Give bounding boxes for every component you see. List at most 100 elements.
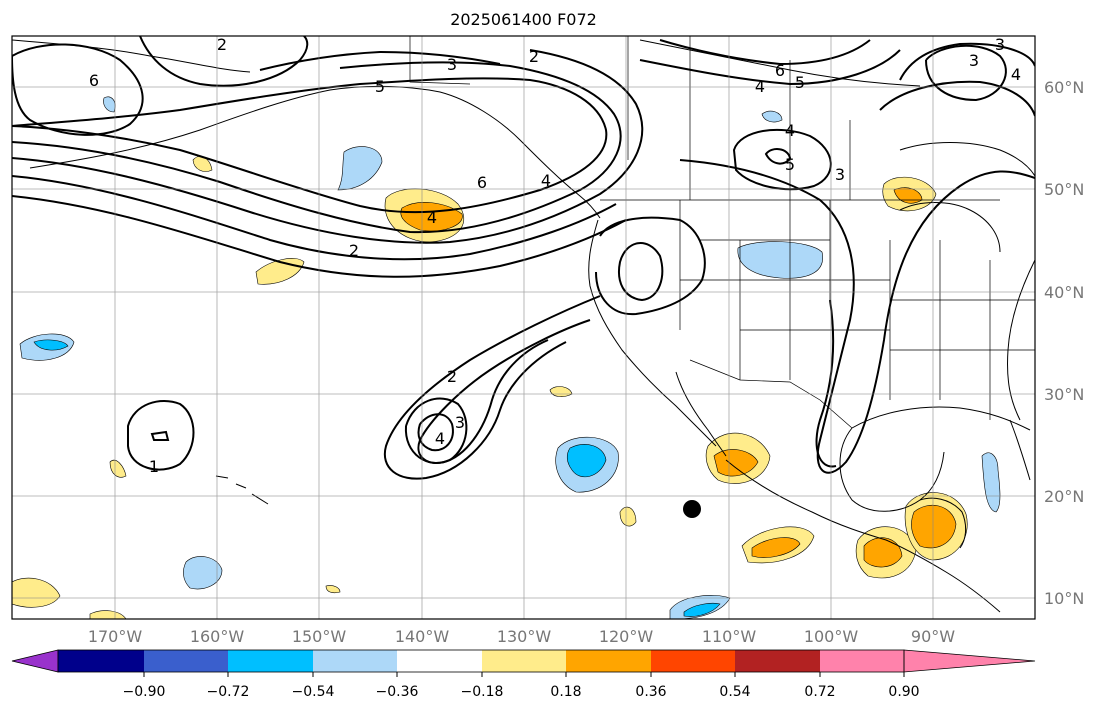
contour-ridge-3 [679, 159, 1035, 474]
contour-labels: 2 3 2 6 5 4 5 3 4 5 4 6 2 4 3 2 4 3 1 6 … [89, 35, 1021, 476]
contours [12, 36, 1035, 480]
border-states-2 [889, 240, 1035, 420]
lat-label: 40°N [1044, 283, 1084, 302]
contour-ne-closed-3 [925, 44, 1007, 102]
latitude-labels: 60°N 50°N 40°N 30°N 20°N 10°N [1044, 78, 1084, 608]
contour-cut-off-low-pac-2 [383, 295, 601, 480]
contour-ridge-west-us [618, 242, 664, 302]
contour-west-high [259, 50, 501, 71]
contour-label: 4 [427, 208, 437, 227]
contour-label: 4 [541, 171, 551, 190]
shaded-anomalies [12, 96, 1001, 619]
colorbar-segment [820, 650, 904, 672]
coast-mexico-pacific [725, 459, 1001, 613]
contour-jet-2 [12, 61, 622, 234]
colorbar-segment [735, 650, 820, 672]
colorbar-tick-label: −0.36 [376, 684, 419, 700]
shade-lightblue-west [103, 96, 116, 113]
contour-canada-north-2 [659, 39, 871, 66]
contour-label: 5 [795, 73, 805, 92]
colorbar: −0.90 −0.72 −0.54 −0.36 −0.18 0.18 0.36 … [11, 649, 1036, 700]
colorbar-segment [482, 650, 566, 672]
lat-label: 30°N [1044, 385, 1084, 404]
colorbar-segment [313, 650, 397, 672]
colorbar-segment [144, 650, 228, 672]
colorbar-tick-label: 0.18 [550, 684, 581, 700]
contour-label: 4 [755, 77, 765, 96]
coast-great-lakes [899, 202, 1001, 253]
contour-label: 4 [435, 429, 445, 448]
colorbar-frame [57, 649, 905, 673]
shade-yellow-tiny-3 [109, 459, 127, 478]
storm-marker-icon [683, 500, 701, 518]
shade-orange-yucatan [911, 504, 957, 549]
contour-label: 4 [785, 121, 795, 140]
contour-ne-2 [899, 42, 1035, 81]
grid-lines [12, 36, 1035, 619]
contour-cut-off-low-pac-1 [417, 319, 591, 464]
contour-label: 5 [375, 77, 385, 96]
contour-cut-off-low-pac-3 [417, 413, 454, 452]
contour-label: 2 [349, 241, 359, 260]
border-states-1 [679, 200, 890, 380]
colorbar-segment [566, 650, 651, 672]
contour-jet-5 [12, 195, 627, 278]
shade-yellow-sw-corner [12, 577, 61, 608]
lon-label: 140°W [395, 627, 450, 646]
shade-lightblue-plains [737, 241, 823, 279]
colorbar-tick-label: 0.54 [719, 684, 750, 700]
colorbar-tick-label: −0.72 [207, 684, 250, 700]
colorbar-right-arrow [903, 649, 1036, 673]
contour-ne-3 [879, 80, 1035, 117]
lat-label: 60°N [1044, 78, 1084, 97]
coast-yucatan [919, 497, 967, 549]
lat-label: 20°N [1044, 487, 1084, 506]
shade-blue-sub [566, 444, 607, 478]
coast-west-us [588, 219, 717, 447]
lon-label: 100°W [804, 627, 859, 646]
contour-low-4 [404, 397, 468, 464]
contour-label: 6 [89, 71, 99, 90]
lon-label: 170°W [88, 627, 143, 646]
contour-gulf-dip [815, 299, 837, 468]
shade-lightblue-north-pac [337, 146, 383, 191]
colorbar-tick-label: 0.90 [888, 684, 919, 700]
contour-label: 3 [455, 413, 465, 432]
longitude-labels: 170°W 160°W 150°W 140°W 130°W 120°W 110°… [88, 627, 955, 646]
coastlines [12, 39, 1035, 613]
colorbar-segment [58, 650, 144, 672]
contour-closed-1-inner [150, 430, 170, 441]
contour-label: 5 [785, 155, 795, 174]
contour-closed-west [12, 43, 144, 136]
contour-label: 3 [969, 51, 979, 70]
colorbar-segment [397, 650, 482, 672]
lon-label: 110°W [702, 627, 757, 646]
lon-label: 120°W [599, 627, 654, 646]
contour-arc-2-top [139, 36, 309, 87]
contour-closed-1 [127, 400, 195, 471]
contour-jet-4 [12, 175, 617, 261]
map-background [12, 36, 1035, 619]
colorbar-segment [228, 650, 313, 672]
contour-label: 6 [477, 173, 487, 192]
colorbar-left-arrow [11, 649, 59, 673]
shade-blue-w2 [33, 339, 69, 351]
colorbar-tick-label: 0.36 [635, 684, 666, 700]
map-frame [11, 35, 1036, 620]
coast-alaska [29, 85, 601, 219]
border-alaska [409, 36, 471, 85]
contour-jet-3 [12, 49, 644, 244]
contour-canada-north-1 [639, 49, 901, 86]
colorbar-segment [651, 650, 735, 672]
shade-lightblue-tiny-4 [761, 110, 783, 123]
lat-label: 50°N [1044, 180, 1084, 199]
contour-closed-4-canada [732, 128, 832, 191]
contour-label: 4 [1011, 65, 1021, 84]
colorbar-tick-label: 0.72 [804, 684, 835, 700]
coast-hudson [899, 142, 1035, 177]
contour-label: 1 [149, 457, 159, 476]
coast-arctic-north [12, 39, 251, 73]
colorbar-tick-label: −0.90 [123, 684, 166, 700]
contour-jet-1 [12, 77, 608, 214]
coast-gulf-north [851, 406, 1031, 431]
